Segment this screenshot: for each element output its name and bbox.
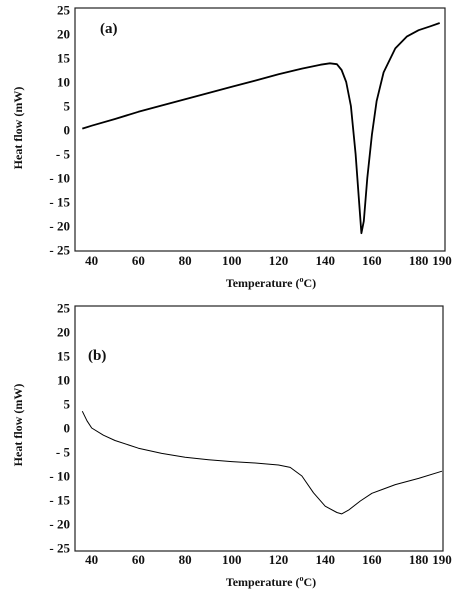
chart-panel-a: 25 20 15 10 5 0 - 5 - 10 - 15 - 20 - 25 40 60 80 100 1… [11, 3, 452, 291]
x-axis-title-a-super: o [299, 275, 303, 284]
plot-frame-a [74, 7, 446, 252]
y-tick-label: - 5 [56, 147, 71, 162]
y-tick-label: - 20 [49, 219, 70, 234]
y-tick-label: - 5 [56, 445, 71, 460]
x-tick-label: 160 [362, 552, 382, 567]
y-tick-label: 20 [57, 325, 70, 340]
x-axis-title-a: Temperature (oC) [226, 275, 316, 290]
y-tick-label: 15 [57, 349, 71, 364]
x-ticks-b: 40 60 80 100 120 140 160 180 190 [85, 552, 452, 567]
x-tick-label: 190 [432, 552, 452, 567]
y-tick-label: - 15 [49, 195, 70, 210]
x-tick-label: 100 [222, 253, 242, 268]
y-axis-title-a: Heat flow (mW) [11, 87, 25, 170]
x-tick-label: 100 [222, 552, 242, 567]
x-tick-label: 120 [269, 253, 289, 268]
y-tick-label: 0 [64, 123, 71, 138]
y-tick-label: 15 [57, 51, 71, 66]
y-tick-label: 10 [57, 373, 70, 388]
x-axis-title-a-main: Temperature ( [226, 276, 300, 290]
y-tick-label: - 25 [49, 541, 70, 556]
panel-label-b: (b) [88, 348, 106, 364]
x-tick-label: 120 [269, 552, 289, 567]
x-axis-title-b-main: Temperature ( [226, 575, 300, 589]
y-ticks-a: 25 20 15 10 5 0 - 5 - 10 - 15 - 20 - 25 [49, 3, 70, 258]
x-tick-label: 180 [409, 552, 429, 567]
y-tick-label: 20 [57, 27, 70, 42]
x-tick-label: 60 [132, 253, 145, 268]
x-axis-title-b-super: o [299, 574, 303, 583]
y-tick-label: - 15 [49, 493, 70, 508]
x-axis-title-b-unit: C) [303, 575, 316, 589]
series-line-a [82, 22, 440, 235]
y-tick-label: - 10 [49, 469, 70, 484]
y-tick-label: 5 [64, 99, 71, 114]
x-tick-label: 40 [85, 253, 98, 268]
x-tick-label: 160 [362, 253, 382, 268]
y-tick-label: 25 [57, 301, 71, 316]
x-tick-label: 140 [315, 253, 335, 268]
x-axis-title-b: Temperature (oC) [226, 574, 316, 589]
x-tick-label: 60 [132, 552, 145, 567]
panel-label-a: (a) [100, 21, 118, 37]
y-tick-label: 0 [64, 421, 71, 436]
y-tick-label: 10 [57, 75, 70, 90]
x-tick-label: 80 [179, 552, 192, 567]
x-tick-label: 40 [85, 552, 98, 567]
y-ticks-b: 25 20 15 10 5 0 - 5 - 10 - 15 - 20 - 25 [49, 301, 70, 556]
x-tick-label: 140 [315, 552, 335, 567]
x-ticks-a: 40 60 80 100 120 140 160 180 190 [85, 253, 452, 268]
y-tick-label: 5 [64, 397, 71, 412]
y-tick-label: 25 [57, 3, 71, 18]
plot-frame-b [74, 305, 444, 552]
y-tick-label: - 10 [49, 171, 70, 186]
chart-panel-b: 25 20 15 10 5 0 - 5 - 10 - 15 - 20 - 25 40 60 80 100 1… [11, 301, 452, 590]
x-tick-label: 80 [179, 253, 192, 268]
y-tick-label: - 25 [49, 243, 70, 258]
x-tick-label: 180 [409, 253, 429, 268]
x-tick-label: 190 [432, 253, 452, 268]
y-axis-title-b: Heat flow (mW) [11, 384, 25, 467]
y-tick-label: - 20 [49, 517, 70, 532]
x-axis-title-a-unit: C) [303, 276, 316, 290]
series-line-b [81, 410, 443, 515]
